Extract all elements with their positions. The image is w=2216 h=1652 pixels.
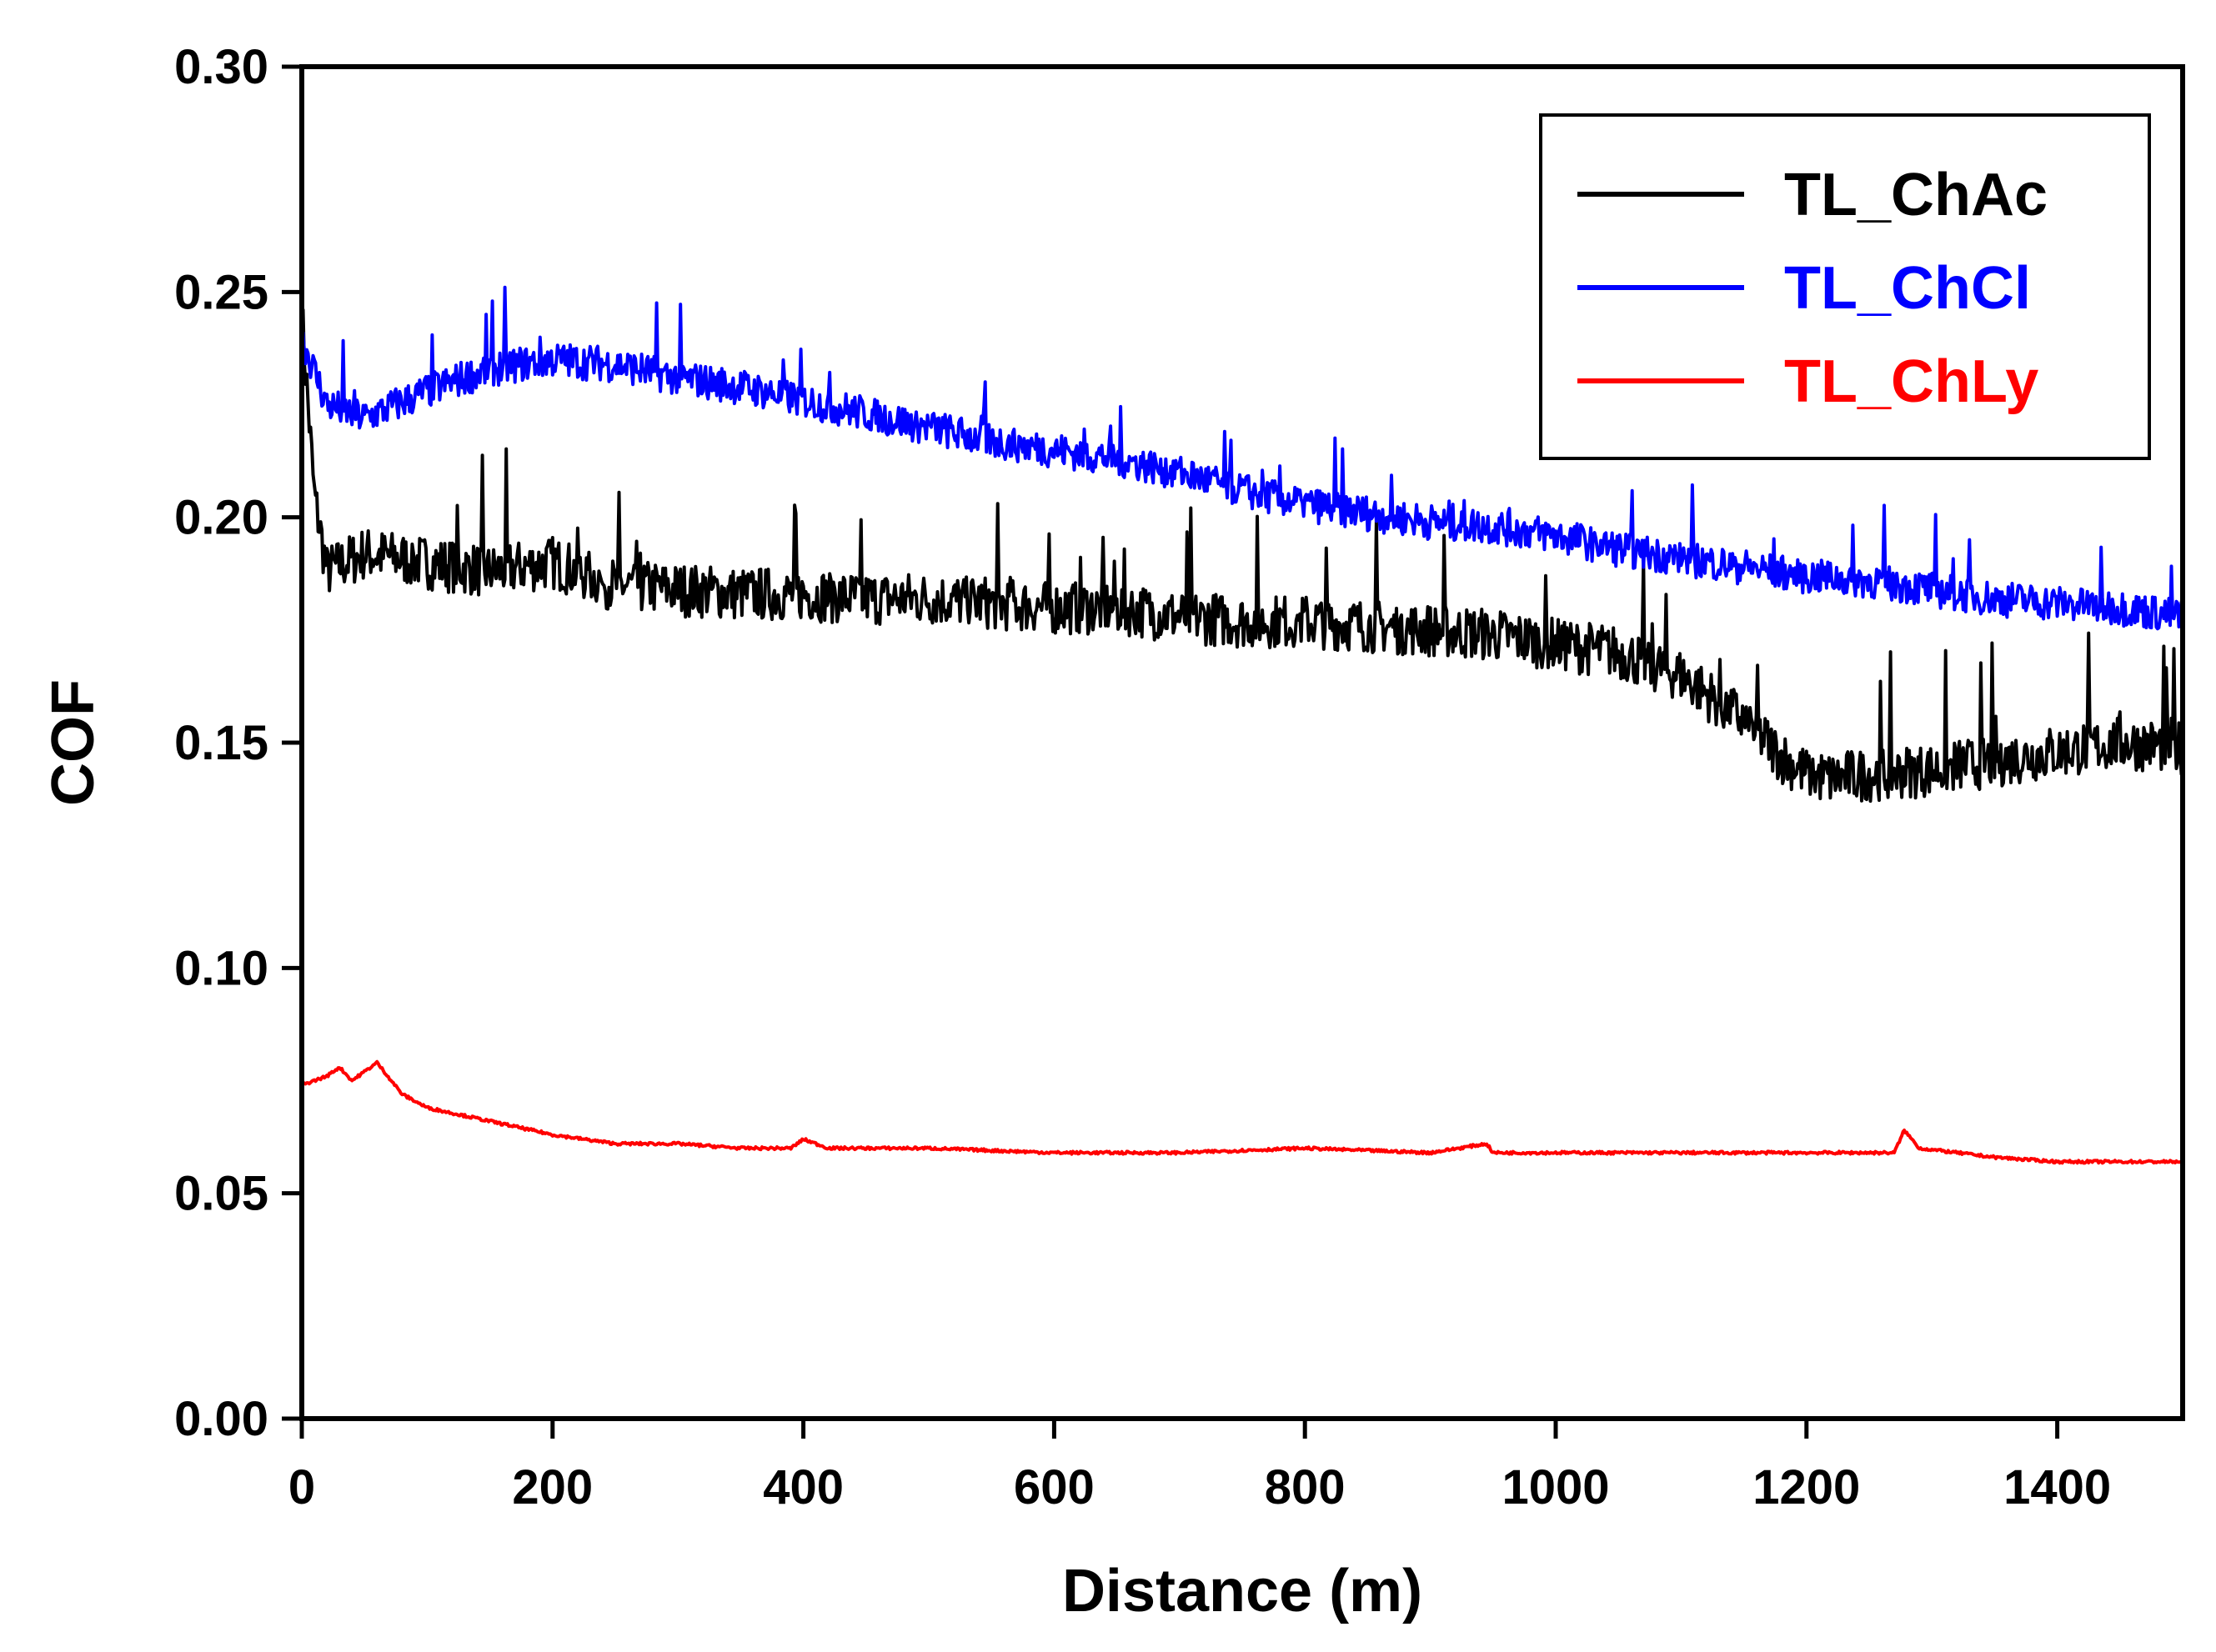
y-axis-title: COF — [40, 679, 107, 806]
x-tick-label: 1000 — [1502, 1460, 1609, 1514]
y-tick-label: 0.05 — [174, 1167, 268, 1221]
x-axis: 0 200 400 600 800 1000 1200 1400 — [288, 1419, 2111, 1514]
legend-label: TL_ChCl — [1784, 255, 2031, 322]
y-tick-label: 0.10 — [174, 941, 268, 995]
y-axis: 0.00 0.05 0.10 0.15 0.20 0.25 0.30 — [174, 40, 302, 1446]
series-line-tl-chac — [300, 308, 2184, 803]
series-layer — [300, 285, 2184, 1165]
x-tick-label: 400 — [763, 1460, 844, 1514]
series-line-tl-chly — [301, 1059, 2184, 1165]
x-tick-label: 1400 — [2003, 1460, 2111, 1514]
x-tick-label: 0 — [288, 1460, 315, 1514]
y-tick-label: 0.30 — [174, 40, 268, 94]
y-tick-label: 0.20 — [174, 491, 268, 545]
x-tick-label: 800 — [1265, 1460, 1346, 1514]
y-tick-label: 0.25 — [174, 265, 268, 319]
y-tick-label: 0.00 — [174, 1392, 268, 1446]
x-tick-label: 1200 — [1752, 1460, 1860, 1514]
x-tick-label: 200 — [512, 1460, 593, 1514]
series-line-tl-chcl — [300, 285, 2184, 631]
y-tick-label: 0.15 — [174, 716, 268, 770]
legend: TL_ChAc TL_ChCl TL_ChLy — [1539, 113, 2151, 460]
x-axis-title: Distance (m) — [1062, 1558, 1422, 1624]
x-tick-label: 600 — [1014, 1460, 1095, 1514]
legend-label: TL_ChAc — [1784, 162, 2048, 228]
legend-label: TL_ChLy — [1784, 348, 2038, 415]
